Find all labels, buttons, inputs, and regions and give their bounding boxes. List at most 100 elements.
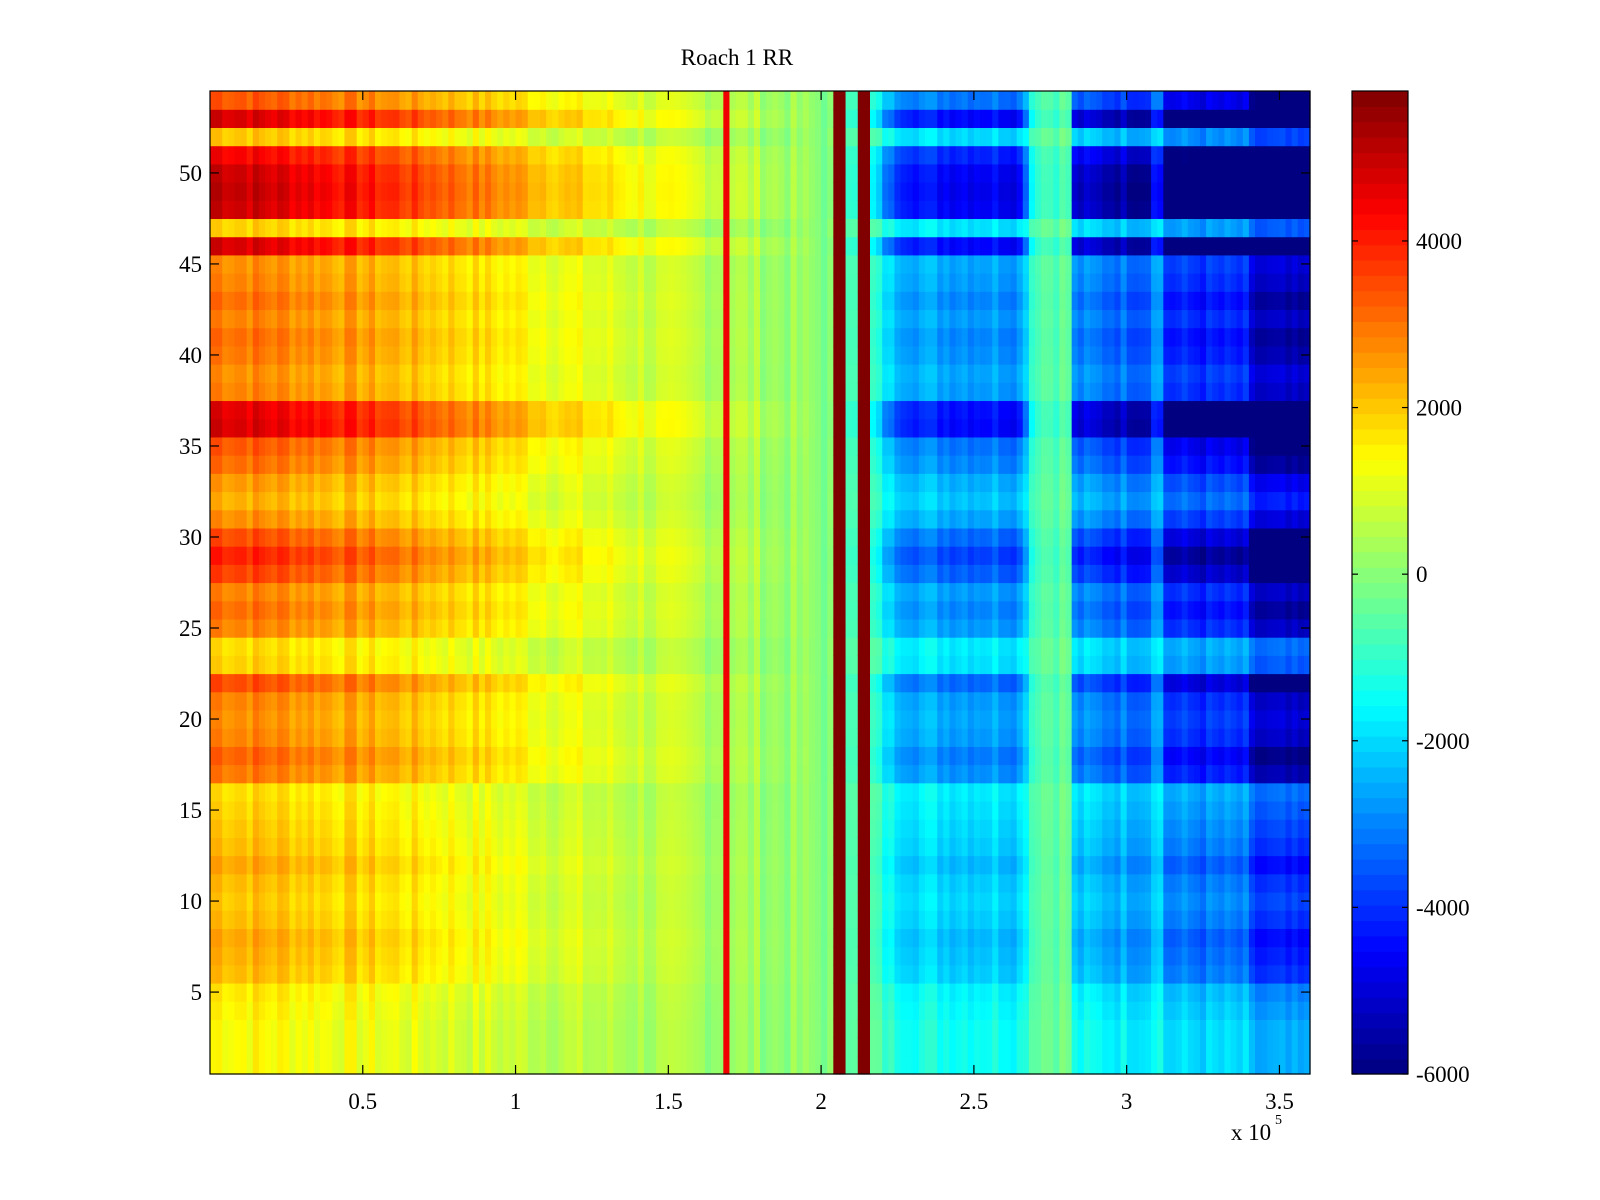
heatmap-cell	[760, 691, 767, 711]
heatmap-cell	[277, 273, 284, 292]
heatmap-cell	[472, 946, 480, 966]
heatmap-cell	[533, 855, 541, 875]
heatmap-cell	[588, 236, 596, 256]
heatmap-cell	[436, 509, 443, 529]
heatmap-cell	[411, 127, 419, 147]
heatmap-cell	[307, 436, 315, 456]
heatmap-cell	[582, 527, 590, 547]
heatmap-cell	[515, 819, 523, 838]
heatmap-cell	[283, 746, 291, 766]
heatmap-cell	[430, 928, 437, 948]
heatmap-cell	[692, 600, 700, 620]
heatmap-cell	[515, 1019, 523, 1039]
heatmap-cell	[613, 1055, 621, 1075]
heatmap-cell	[729, 291, 737, 311]
heatmap-cell	[423, 91, 431, 110]
heatmap-cell	[741, 673, 749, 693]
heatmap-cell	[521, 928, 529, 948]
heatmap-cell	[747, 655, 755, 675]
heatmap-cell	[662, 600, 669, 620]
heatmap-cell	[705, 145, 712, 165]
heatmap-cell	[680, 254, 688, 274]
heatmap-cell	[313, 218, 321, 238]
heatmap-cell	[295, 491, 303, 511]
heatmap-cell	[735, 436, 743, 456]
heatmap-cell	[668, 691, 676, 711]
heatmap-cell	[283, 764, 291, 784]
heatmap-cell	[320, 309, 327, 329]
heatmap-cell	[350, 764, 358, 784]
heatmap-cell	[564, 163, 572, 183]
heatmap-cell	[430, 819, 437, 838]
heatmap-cell	[442, 127, 449, 147]
heatmap-cell	[747, 254, 755, 274]
heatmap-cell	[650, 1019, 657, 1039]
heatmap-cell	[246, 709, 254, 729]
heatmap-cell	[356, 327, 364, 347]
heatmap-cell	[466, 418, 474, 438]
heatmap-cell	[692, 800, 700, 820]
heatmap-cell	[466, 600, 474, 620]
heatmap-cell	[533, 637, 541, 656]
heatmap-cell	[485, 436, 492, 456]
heatmap-cell	[631, 582, 639, 602]
heatmap-cell	[564, 728, 572, 747]
heatmap-cell	[356, 509, 364, 529]
heatmap-cell	[234, 236, 242, 256]
heatmap-cell	[411, 982, 419, 1002]
heatmap-cell	[252, 254, 260, 274]
heatmap-cell	[564, 418, 572, 438]
heatmap-cell	[521, 127, 529, 147]
heatmap-cell	[613, 200, 621, 220]
heatmap-cell	[711, 582, 718, 602]
heatmap-cell	[588, 891, 596, 911]
heatmap-cell	[619, 436, 627, 456]
heatmap-cell	[240, 473, 248, 493]
heatmap-cell	[252, 182, 260, 201]
heatmap-cell	[643, 364, 651, 383]
heatmap-cell	[692, 873, 700, 893]
heatmap-cell	[454, 618, 462, 638]
heatmap-cell	[222, 1037, 229, 1057]
heatmap-cell	[307, 382, 315, 402]
heatmap-cell	[662, 819, 669, 838]
heatmap-cell	[485, 109, 492, 128]
heatmap-cell	[595, 546, 602, 565]
heatmap-cell	[643, 109, 651, 128]
heatmap-cell	[564, 691, 572, 711]
heatmap-cell	[686, 782, 694, 802]
heatmap-cell	[711, 163, 718, 183]
heatmap-cell	[533, 309, 541, 329]
heatmap-cell	[747, 200, 755, 220]
heatmap-cell	[222, 509, 229, 529]
heatmap-cell	[595, 1055, 602, 1075]
heatmap-cell	[503, 582, 511, 602]
heatmap-cell	[564, 600, 572, 620]
heatmap-cell	[753, 455, 761, 474]
heatmap-cell	[747, 928, 755, 948]
heatmap-cell	[540, 364, 547, 383]
heatmap-cell	[265, 728, 272, 747]
heatmap-cell	[436, 928, 443, 948]
heatmap-cell	[540, 254, 547, 274]
heatmap-cell	[607, 491, 614, 511]
heatmap-cell	[552, 709, 559, 729]
heatmap-cell	[252, 473, 260, 493]
heatmap-cell	[375, 418, 382, 438]
heatmap-cell	[741, 637, 749, 656]
heatmap-cell	[326, 728, 333, 747]
heatmap-cell	[454, 273, 462, 292]
heatmap-cell	[650, 800, 657, 820]
heatmap-cell	[741, 728, 749, 747]
heatmap-cell	[326, 582, 333, 602]
heatmap-cell	[485, 345, 492, 365]
heatmap-cell	[289, 91, 297, 110]
heatmap-cell	[546, 236, 553, 256]
heatmap-cell	[741, 819, 749, 838]
heatmap-cell	[222, 600, 229, 620]
heatmap-cell	[613, 218, 621, 238]
heatmap-cell	[222, 145, 229, 165]
heatmap-cell	[558, 691, 566, 711]
heatmap-cell	[515, 655, 523, 675]
heatmap-cell	[595, 855, 602, 875]
